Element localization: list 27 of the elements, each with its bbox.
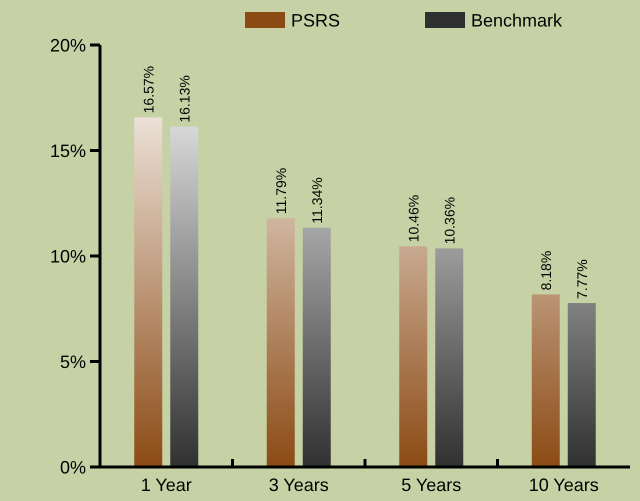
bar: [399, 246, 428, 467]
bar: [435, 248, 464, 467]
data-label: 8.18%: [538, 250, 554, 290]
bar: [134, 117, 162, 467]
data-label: 7.77%: [574, 259, 590, 300]
data-label: 11.79%: [272, 168, 289, 214]
y-tick-label: 20%: [50, 35, 86, 56]
x-tick-label: 5 Years: [401, 475, 462, 495]
bar: [170, 126, 198, 467]
legend-label: PSRS: [291, 10, 340, 30]
y-tick-label: 10%: [50, 246, 86, 266]
x-tick-label: 1 Year: [140, 475, 192, 495]
y-tick-label: 5%: [60, 352, 86, 372]
bar: [568, 303, 596, 467]
data-label: 16.57%: [140, 66, 156, 114]
bar: [532, 294, 560, 467]
data-label: 10.36%: [441, 196, 458, 244]
y-tick-label: 15%: [50, 140, 86, 161]
data-label: 16.13%: [176, 75, 192, 123]
x-tick-label: 3 Years: [268, 475, 329, 495]
x-tick-label: 10 Years: [528, 475, 599, 495]
data-label: 11.34%: [308, 177, 325, 224]
legend-label: Benchmark: [471, 10, 564, 30]
y-tick-label: 0%: [60, 457, 86, 478]
bar: [302, 228, 331, 467]
bar: [266, 218, 295, 467]
data-label: 10.46%: [405, 194, 422, 242]
